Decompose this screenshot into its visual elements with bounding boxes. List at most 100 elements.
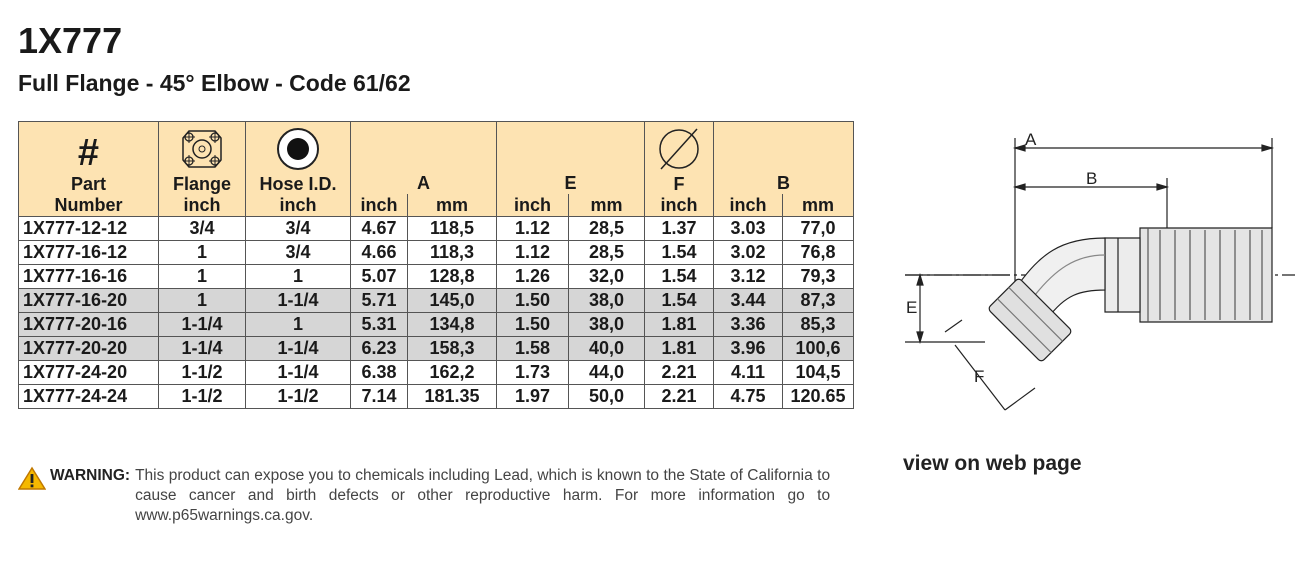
cell: 120.65 xyxy=(782,384,854,409)
cell: 1.37 xyxy=(644,216,714,241)
label-b: B xyxy=(1086,169,1097,188)
cell: 118,5 xyxy=(407,216,497,241)
warning-icon xyxy=(18,466,46,490)
cell: 162,2 xyxy=(407,360,497,385)
cell: 1.97 xyxy=(496,384,569,409)
header-name: Hose I.D. xyxy=(259,174,337,194)
cell: 1-1/2 xyxy=(158,384,246,409)
cell: 1.73 xyxy=(496,360,569,385)
table-row: 1X777-12-12 3/4 3/4 4.67 118,5 1.12 28,5 1.37 3.… xyxy=(18,216,854,241)
unit-header: mm xyxy=(782,194,854,217)
warning: WARNING: This product can expose you to … xyxy=(18,466,830,526)
cell: 1.26 xyxy=(496,264,569,289)
web-page-link[interactable]: view on web page xyxy=(903,452,1082,475)
cell: 1-1/2 xyxy=(158,360,246,385)
header-unit: inch xyxy=(183,195,221,215)
cell: 77,0 xyxy=(782,216,854,241)
cell: 87,3 xyxy=(782,288,854,313)
cell: 38,0 xyxy=(568,288,645,313)
cell: 158,3 xyxy=(407,336,497,361)
cell: 134,8 xyxy=(407,312,497,337)
cell: 76,8 xyxy=(782,240,854,265)
cell: 1 xyxy=(245,264,351,289)
cell: 145,0 xyxy=(407,288,497,313)
cell: 1.54 xyxy=(644,288,714,313)
cell: 28,5 xyxy=(568,216,645,241)
cell: 1-1/4 xyxy=(245,288,351,313)
cell: 1.50 xyxy=(496,312,569,337)
table-row: 1X777-20-16 1-1/4 1 5.31 134,8 1.50 38,0 1.81 3.… xyxy=(18,312,854,337)
header-symbol: # xyxy=(77,132,100,174)
cell: 1 xyxy=(158,264,246,289)
cell: 1-1/2 xyxy=(245,384,351,409)
header-name: A xyxy=(417,173,430,193)
cell: 4.66 xyxy=(350,240,408,265)
warning-text: This product can expose you to chemicals… xyxy=(135,467,831,524)
cell: 1-1/4 xyxy=(245,336,351,361)
cell: 4.11 xyxy=(713,360,783,385)
title: 1X777 xyxy=(18,20,123,61)
group-header: B xyxy=(713,121,854,194)
column-header: # Part Number xyxy=(18,121,159,217)
part-number: 1X777-16-12 xyxy=(18,240,159,265)
header-name: F xyxy=(673,174,685,194)
cell: 3.03 xyxy=(713,216,783,241)
flange-icon xyxy=(182,130,222,168)
label-a: A xyxy=(1025,130,1037,149)
group-header: A xyxy=(350,121,497,194)
header-unit: inch xyxy=(660,195,698,215)
dia-icon xyxy=(659,128,699,170)
cell: 1.81 xyxy=(644,312,714,337)
cell: 1.54 xyxy=(644,264,714,289)
part-number: 1X777-24-20 xyxy=(18,360,159,385)
header-unit: inch xyxy=(279,195,317,215)
cell: 4.67 xyxy=(350,216,408,241)
cell: 1 xyxy=(245,312,351,337)
cell: 1-1/4 xyxy=(158,312,246,337)
cell: 1.58 xyxy=(496,336,569,361)
cell: 32,0 xyxy=(568,264,645,289)
header-name: Part Number xyxy=(54,174,123,215)
table-body: 1X777-12-12 3/4 3/4 4.67 118,5 1.12 28,5 1.37 3.… xyxy=(18,216,854,409)
table-row: 1X777-24-20 1-1/2 1-1/4 6.38 162,2 1.73 44,0 2.… xyxy=(18,360,854,385)
header-name: E xyxy=(564,173,577,193)
cell: 85,3 xyxy=(782,312,854,337)
cell: 118,3 xyxy=(407,240,497,265)
cell: 1-1/4 xyxy=(158,336,246,361)
cell: 3/4 xyxy=(245,240,351,265)
cell: 3/4 xyxy=(158,216,246,241)
cell: 1.12 xyxy=(496,240,569,265)
cell: 38,0 xyxy=(568,312,645,337)
part-number: 1X777-16-16 xyxy=(18,264,159,289)
table-row: 1X777-16-12 1 3/4 4.66 118,3 1.12 28,5 1.54 3.02… xyxy=(18,240,854,265)
cell: 4.75 xyxy=(713,384,783,409)
cell: 3.44 xyxy=(713,288,783,313)
table-row: 1X777-16-20 1 1-1/4 5.71 145,0 1.50 38,0 1.54 3.… xyxy=(18,288,854,313)
unit-header: mm xyxy=(568,194,645,217)
cell: 6.38 xyxy=(350,360,408,385)
cell: 5.07 xyxy=(350,264,408,289)
cell: 100,6 xyxy=(782,336,854,361)
cell: 5.71 xyxy=(350,288,408,313)
cell: 7.14 xyxy=(350,384,408,409)
cell: 128,8 xyxy=(407,264,497,289)
part-number: 1X777-20-20 xyxy=(18,336,159,361)
cell: 2.21 xyxy=(644,384,714,409)
cell: 44,0 xyxy=(568,360,645,385)
unit-header: inch xyxy=(496,194,569,217)
unit-header: inch xyxy=(350,194,408,217)
part-number: 1X777-20-16 xyxy=(18,312,159,337)
table-row: 1X777-16-16 1 1 5.07 128,8 1.26 32,0 1.54 3.12 79… xyxy=(18,264,854,289)
cell: 1.81 xyxy=(644,336,714,361)
group-header: E xyxy=(496,121,645,194)
label-e: E xyxy=(906,298,917,317)
cell: 40,0 xyxy=(568,336,645,361)
cell: 5.31 xyxy=(350,312,408,337)
cell: 104,5 xyxy=(782,360,854,385)
cell: 1.54 xyxy=(644,240,714,265)
part-number: 1X777-24-24 xyxy=(18,384,159,409)
